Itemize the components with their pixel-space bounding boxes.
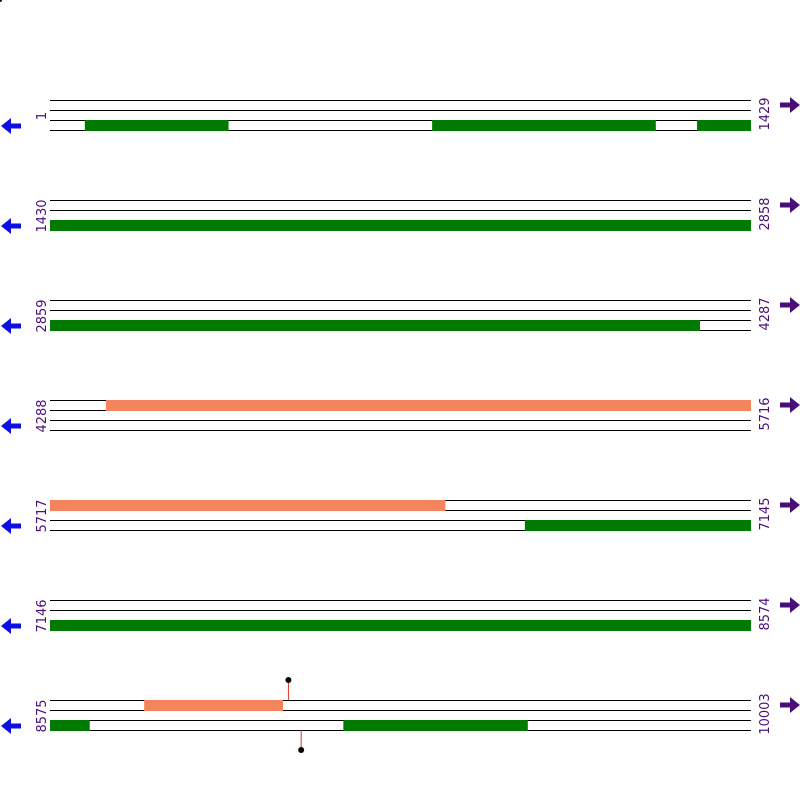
arrow-left-icon[interactable]: [1, 518, 21, 534]
row-start-label: 5717: [35, 499, 50, 532]
arrow-right-icon[interactable]: [780, 697, 800, 713]
forward-feature-bar[interactable]: [105, 400, 751, 411]
arrow-right-icon[interactable]: [780, 397, 800, 413]
reverse-feature-bar[interactable]: [50, 620, 751, 631]
arrow-left-icon-shape: [1, 118, 21, 134]
row-start-label: 8575: [35, 699, 50, 732]
arrow-right-icon-shape: [780, 297, 800, 313]
origin-dot: [0, 0, 2, 2]
reverse-feature-bar[interactable]: [697, 120, 751, 131]
forward-feature-bar[interactable]: [50, 500, 446, 511]
arrow-right-icon-shape: [780, 197, 800, 213]
arrow-right-icon[interactable]: [780, 597, 800, 613]
row-end-label: 1429: [758, 97, 773, 130]
arrow-left-icon[interactable]: [1, 418, 21, 434]
arrow-left-icon[interactable]: [1, 718, 21, 734]
arrow-right-icon[interactable]: [780, 97, 800, 113]
arrow-left-icon[interactable]: [1, 118, 21, 134]
row-end-label: 2858: [758, 197, 773, 230]
arrow-right-icon[interactable]: [780, 197, 800, 213]
row-end-label: 10003: [758, 693, 773, 734]
reverse-feature-bar[interactable]: [50, 320, 700, 331]
row-end-label: 8574: [758, 597, 773, 630]
sequence-row: 8575 10003: [1, 677, 800, 753]
sequence-row: 7146 8574: [1, 597, 800, 634]
row-start-label: 4288: [35, 399, 50, 432]
reverse-feature-bar[interactable]: [524, 520, 751, 531]
arrow-left-icon-shape: [1, 518, 21, 534]
sequence-row: 5717 7145: [1, 497, 800, 534]
reverse-feature-bar[interactable]: [432, 120, 656, 131]
arrow-right-icon[interactable]: [780, 297, 800, 313]
row-end-label: 5716: [758, 397, 773, 430]
arrow-right-icon-shape: [780, 97, 800, 113]
arrow-left-icon[interactable]: [1, 618, 21, 634]
sequence-row: 4288 5716: [1, 397, 800, 434]
arrow-left-icon-shape: [1, 618, 21, 634]
row-start-label: 1: [35, 112, 50, 120]
row-start-label: 2859: [35, 299, 50, 332]
row-start-label: 7146: [35, 599, 50, 632]
forward-feature-bar[interactable]: [144, 700, 284, 711]
arrow-right-icon-shape: [780, 697, 800, 713]
arrow-left-icon[interactable]: [1, 318, 21, 334]
arrow-right-icon[interactable]: [780, 497, 800, 513]
row-start-label: 1430: [35, 199, 50, 232]
reverse-feature-bar[interactable]: [50, 720, 90, 731]
reverse-feature-bar[interactable]: [343, 720, 528, 731]
row-end-label: 4287: [758, 297, 773, 330]
arrow-left-icon-shape: [1, 218, 21, 234]
sequence-row: 2859 4287: [1, 297, 800, 334]
arrow-left-icon-shape: [1, 418, 21, 434]
arrow-right-icon-shape: [780, 597, 800, 613]
site-marker-dot[interactable]: [298, 747, 305, 753]
sequence-row: 1430 2858: [1, 197, 800, 234]
arrow-right-icon-shape: [780, 397, 800, 413]
sequence-rows: 1 1429 1430 2858 2859 4287 4288 5716 5717 7145 714…: [1, 97, 800, 753]
reverse-feature-bar[interactable]: [84, 120, 229, 131]
sequence-row: 1 1429: [1, 97, 800, 134]
row-end-label: 7145: [758, 497, 773, 530]
reverse-feature-bar[interactable]: [50, 220, 751, 231]
arrow-left-icon[interactable]: [1, 218, 21, 234]
site-marker-dot[interactable]: [285, 677, 292, 683]
arrow-right-icon-shape: [780, 497, 800, 513]
arrow-left-icon-shape: [1, 318, 21, 334]
arrow-left-icon-shape: [1, 718, 21, 734]
